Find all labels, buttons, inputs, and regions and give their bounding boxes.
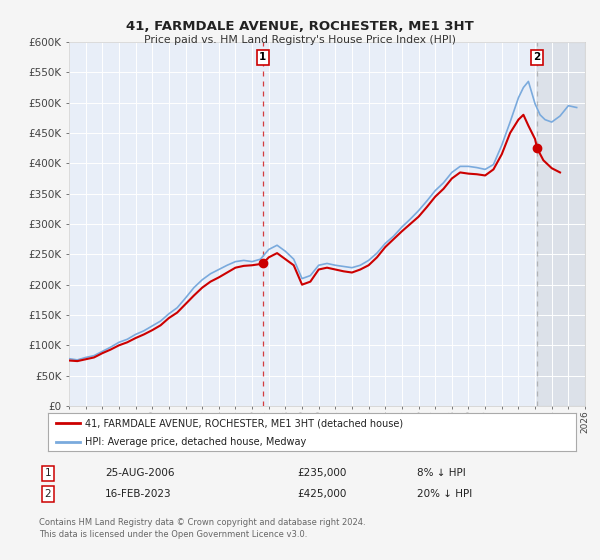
Text: 20% ↓ HPI: 20% ↓ HPI <box>417 489 472 499</box>
Text: 25-AUG-2006: 25-AUG-2006 <box>105 468 175 478</box>
Text: Contains HM Land Registry data © Crown copyright and database right 2024.
This d: Contains HM Land Registry data © Crown c… <box>39 518 365 539</box>
Text: £235,000: £235,000 <box>297 468 346 478</box>
Text: 41, FARMDALE AVENUE, ROCHESTER, ME1 3HT (detached house): 41, FARMDALE AVENUE, ROCHESTER, ME1 3HT … <box>85 418 403 428</box>
Text: 1: 1 <box>44 468 52 478</box>
Text: 2: 2 <box>44 489 52 499</box>
Text: 41, FARMDALE AVENUE, ROCHESTER, ME1 3HT: 41, FARMDALE AVENUE, ROCHESTER, ME1 3HT <box>126 20 474 32</box>
Text: Price paid vs. HM Land Registry's House Price Index (HPI): Price paid vs. HM Land Registry's House … <box>144 35 456 45</box>
Bar <box>537 42 585 406</box>
Text: HPI: Average price, detached house, Medway: HPI: Average price, detached house, Medw… <box>85 437 306 447</box>
Text: 1: 1 <box>259 52 266 62</box>
Text: 8% ↓ HPI: 8% ↓ HPI <box>417 468 466 478</box>
Text: 2: 2 <box>533 52 541 62</box>
Text: £425,000: £425,000 <box>297 489 346 499</box>
Text: 16-FEB-2023: 16-FEB-2023 <box>105 489 172 499</box>
